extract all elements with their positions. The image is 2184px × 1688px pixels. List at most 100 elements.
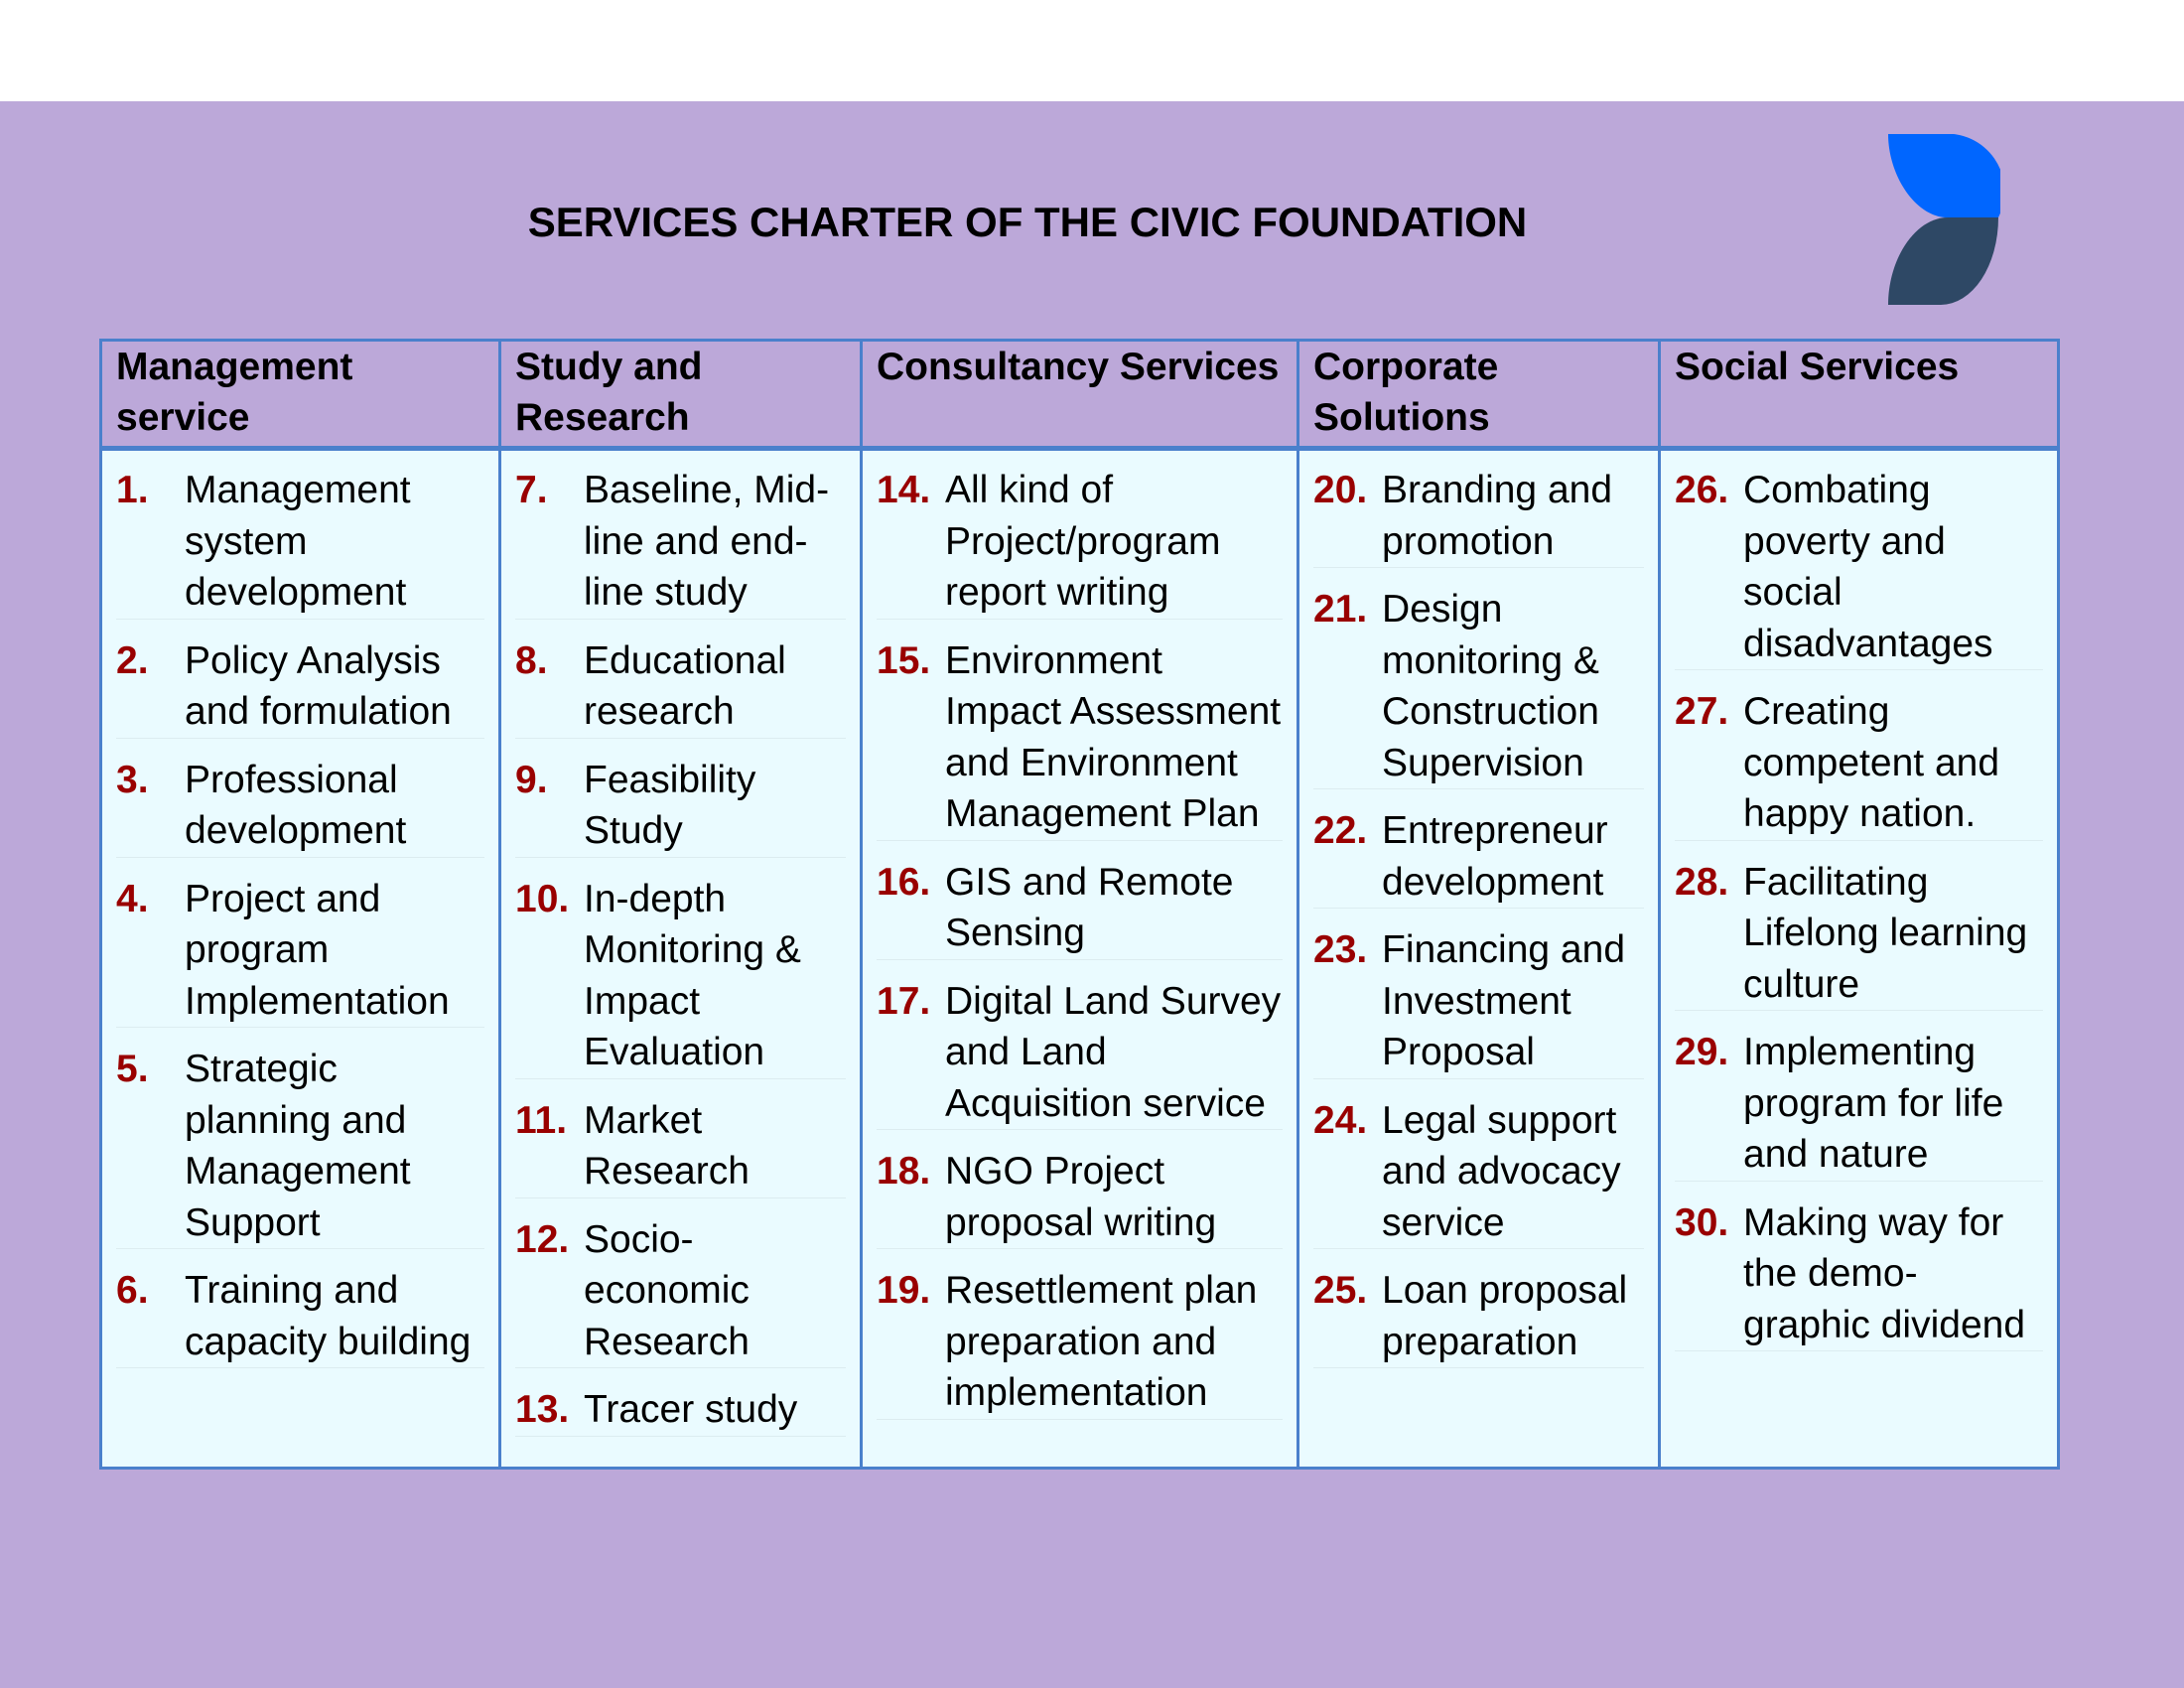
item-number: 22. <box>1313 809 1368 852</box>
list-item: 20. Branding and promotion <box>1313 465 1644 568</box>
list-item: 3. Professional development <box>116 755 484 858</box>
item-number: 17. <box>877 979 931 1023</box>
list-item: 8. Educational research <box>515 635 846 739</box>
item-number: 15. <box>877 638 931 682</box>
item-number: 13. <box>515 1388 570 1431</box>
item-number: 19. <box>877 1269 931 1312</box>
list-item: 5. Strategic planning and Management Supp… <box>116 1044 484 1249</box>
list-item: 22. Entrepreneur development <box>1313 805 1644 909</box>
item-text: Facilitating Lifelong learning culture <box>1743 860 2028 1006</box>
column-header-management-service: Management service <box>99 339 501 450</box>
column-cell-management-service: 1. Management system development 2. Policy … <box>99 447 501 1470</box>
item-text: Design monitoring & Construction Supervi… <box>1382 588 1599 784</box>
item-number: 18. <box>877 1150 931 1193</box>
item-text: Feasibility Study <box>584 758 756 853</box>
list-item: 19. Resettlement plan preparation and imp… <box>877 1265 1283 1420</box>
item-text: Digital Land Survey and Land Acquisition… <box>945 979 1282 1125</box>
item-number: 2. <box>116 638 149 682</box>
item-text: NGO Project proposal writing <box>945 1150 1217 1244</box>
list-item: 30. Making way for the demo-graphic divid… <box>1675 1197 2043 1351</box>
column-header-corporate-solutions: Corporate Solutions <box>1297 339 1661 450</box>
column-cell-consultancy-services: 14. All kind of Project/program report wr… <box>860 447 1299 1470</box>
logo-icon <box>1888 134 2000 305</box>
list-item: 26. Combating poverty and social disadvan… <box>1675 465 2043 670</box>
item-number: 7. <box>515 469 548 511</box>
item-text: Tracer study <box>584 1388 798 1431</box>
top-margin <box>0 0 2184 101</box>
item-text: GIS and Remote Sensing <box>945 860 1234 955</box>
list-item: 29. Implementing program for life and nat… <box>1675 1027 2043 1182</box>
column-cell-corporate-solutions: 20. Branding and promotion 21. Design monit… <box>1297 447 1661 1470</box>
column-cell-study-and-research: 7. Baseline, Mid-line and end-line study 8… <box>498 447 863 1470</box>
list-item: 9. Feasibility Study <box>515 755 846 858</box>
item-text: Project and program Implementation <box>185 877 450 1023</box>
item-text: Training and capacity building <box>185 1269 472 1363</box>
item-text: Resettlement plan preparation and implem… <box>945 1269 1258 1414</box>
item-number: 28. <box>1675 860 1729 904</box>
item-number: 26. <box>1675 469 1729 511</box>
list-item: 11. Market Research <box>515 1095 846 1198</box>
list-item: 28. Facilitating Lifelong learning cultur… <box>1675 857 2043 1011</box>
column-header-consultancy-services: Consultancy Services <box>860 339 1299 450</box>
list-item: 27. Creating competent and happy nation. <box>1675 686 2043 841</box>
item-text: Financing and Investment Proposal <box>1382 928 1626 1073</box>
body-row: 1. Management system development 2. Policy … <box>99 447 2060 1470</box>
item-text: Policy Analysis and formulation <box>185 638 452 734</box>
list-item: 18. NGO Project proposal writing <box>877 1146 1283 1249</box>
column-header-study-and-research: Study and Research <box>498 339 863 450</box>
item-text: Market Research <box>584 1098 750 1194</box>
item-text: Baseline, Mid-line and end-line study <box>584 469 830 614</box>
item-text: Strategic planning and Management Suppor… <box>185 1048 411 1244</box>
page-title: SERVICES CHARTER OF THE CIVIC FOUNDATION <box>527 199 1528 245</box>
item-number: 29. <box>1675 1031 1729 1073</box>
list-item: 21. Design monitoring & Construction Supe… <box>1313 584 1644 789</box>
item-text: Professional development <box>185 758 407 853</box>
item-text: Branding and promotion <box>1382 469 1613 563</box>
item-text: Combating poverty and social disadvantag… <box>1743 469 1993 665</box>
item-number: 8. <box>515 638 548 682</box>
item-text: Legal support and advocacy service <box>1382 1098 1621 1244</box>
list-item: 13. Tracer study <box>515 1384 846 1437</box>
item-number: 14. <box>877 469 931 511</box>
item-text: Management system development <box>185 469 411 614</box>
list-item: 2. Policy Analysis and formulation <box>116 635 484 739</box>
item-text: Educational research <box>584 638 786 734</box>
list-item: 6. Training and capacity building <box>116 1265 484 1368</box>
item-number: 4. <box>116 877 149 920</box>
list-item: 24. Legal support and advocacy service <box>1313 1095 1644 1249</box>
item-number: 27. <box>1675 690 1729 733</box>
item-text: In-depth Monitoring & Impact Evaluation <box>584 877 801 1074</box>
header-row: Management service Study and Research Cons… <box>99 339 2060 450</box>
services-table: Management service Study and Research Cons… <box>99 339 2060 1470</box>
column-header-social-services: Social Services <box>1658 339 2060 450</box>
item-number: 1. <box>116 469 149 511</box>
item-number: 6. <box>116 1269 149 1312</box>
list-item: 1. Management system development <box>116 465 484 620</box>
item-number: 3. <box>116 758 149 801</box>
item-number: 25. <box>1313 1269 1368 1312</box>
item-number: 11. <box>515 1098 568 1142</box>
item-text: Making way for the demo-graphic dividend <box>1743 1200 2026 1346</box>
item-text: Entrepreneur development <box>1382 809 1608 904</box>
item-number: 20. <box>1313 469 1368 511</box>
list-item: 25. Loan proposal preparation <box>1313 1265 1644 1368</box>
list-item: 4. Project and program Implementation <box>116 874 484 1028</box>
item-number: 16. <box>877 860 931 904</box>
item-number: 23. <box>1313 928 1368 971</box>
item-number: 12. <box>515 1217 570 1261</box>
item-number: 30. <box>1675 1200 1729 1244</box>
item-number: 21. <box>1313 588 1368 631</box>
list-item: 7. Baseline, Mid-line and end-line study <box>515 465 846 620</box>
item-text: Environment Impact Assessment and Enviro… <box>945 638 1282 836</box>
list-item: 12. Socio-economic Research <box>515 1214 846 1368</box>
item-number: 5. <box>116 1048 149 1090</box>
item-number: 9. <box>515 758 548 801</box>
item-text: Implementing program for life and nature <box>1743 1031 2004 1176</box>
list-item: 16. GIS and Remote Sensing <box>877 857 1283 960</box>
list-item: 17. Digital Land Survey and Land Acquisit… <box>877 976 1283 1130</box>
item-text: Socio-economic Research <box>584 1217 750 1363</box>
item-text: Creating competent and happy nation. <box>1743 690 2000 835</box>
item-text: All kind of Project/program report writi… <box>945 469 1221 614</box>
item-number: 24. <box>1313 1098 1368 1142</box>
list-item: 15. Environment Impact Assessment and Env… <box>877 635 1283 841</box>
